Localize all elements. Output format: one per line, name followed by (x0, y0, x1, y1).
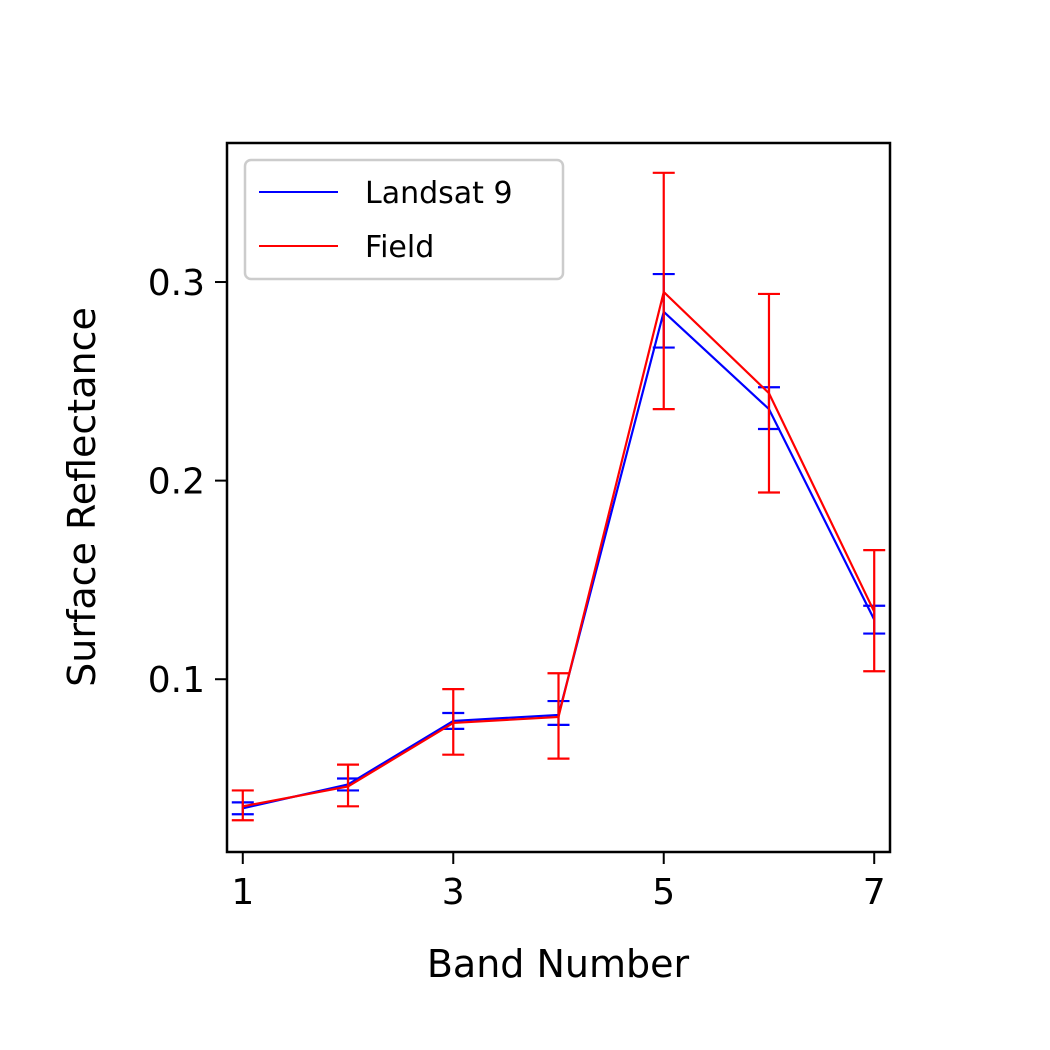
plot-frame (225, 141, 892, 854)
legend-label-field: Field (365, 230, 434, 265)
error-bar-field-4 (547, 672, 570, 760)
x-tick-label: 7 (863, 872, 886, 913)
error-bar-field-7 (863, 549, 886, 673)
legend: Landsat 9 Field (243, 158, 565, 281)
y-tick-label: 0.2 (148, 462, 205, 503)
error-bar-field-5 (652, 171, 675, 411)
x-tick-label: 3 (442, 872, 465, 913)
error-bar-field-2 (337, 763, 360, 808)
x-tick-label: 1 (231, 872, 254, 913)
series-field (231, 171, 886, 822)
x-axis-label: Band Number (427, 942, 690, 986)
axis-layer: 1 3 5 7 0.1 0.2 0.3 (148, 263, 886, 913)
y-axis-label: Surface Reflectance (60, 307, 104, 687)
legend-box (243, 158, 565, 281)
error-bar-field-6 (757, 292, 780, 494)
error-bar-field-3 (442, 688, 465, 756)
legend-label-landsat-9: Landsat 9 (365, 176, 513, 211)
y-tick-label: 0.1 (148, 660, 205, 701)
x-tick-label: 5 (652, 872, 675, 913)
series-layer (231, 171, 886, 822)
error-bar-field-1 (231, 789, 254, 822)
y-tick-label: 0.3 (148, 263, 205, 304)
